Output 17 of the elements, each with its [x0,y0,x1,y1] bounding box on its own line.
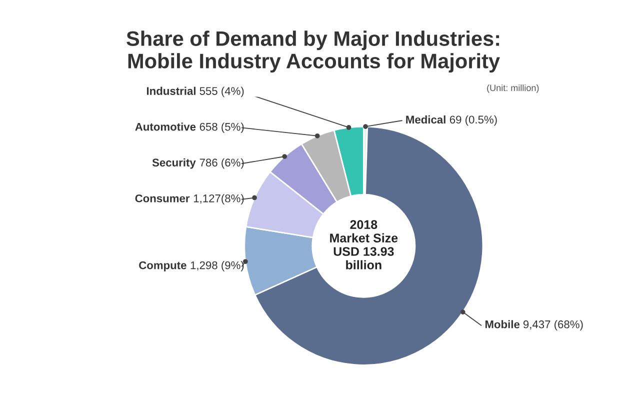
slice-label: Medical [406,115,446,124]
slice-label: Automotive [135,122,196,131]
text: 2018 Market Size USD 13.93 billion [330,220,398,270]
slice-label: Industrial [146,86,196,95]
data-label: 69 (0.5%) [450,115,497,126]
data-label: 9,437 (68%) [523,320,583,330]
slice-label: Consumer [135,194,190,202]
data-label: 555 (4%) [200,86,244,98]
data-label: 1,127(8%) [194,194,244,204]
data-label: 786 (6%) [200,158,244,169]
slice-label: Security [152,158,196,169]
data-label: 1,298 (9%) [190,261,244,272]
data-label: 658 (5%) [200,122,244,133]
chart-title: Share of Demand by Major Industries: Mobile Industry Accounts for Majority [126,30,500,73]
text: (Unit: million) [487,84,539,93]
slice-label: Compute [139,261,186,272]
slice-label: Mobile [485,320,520,328]
